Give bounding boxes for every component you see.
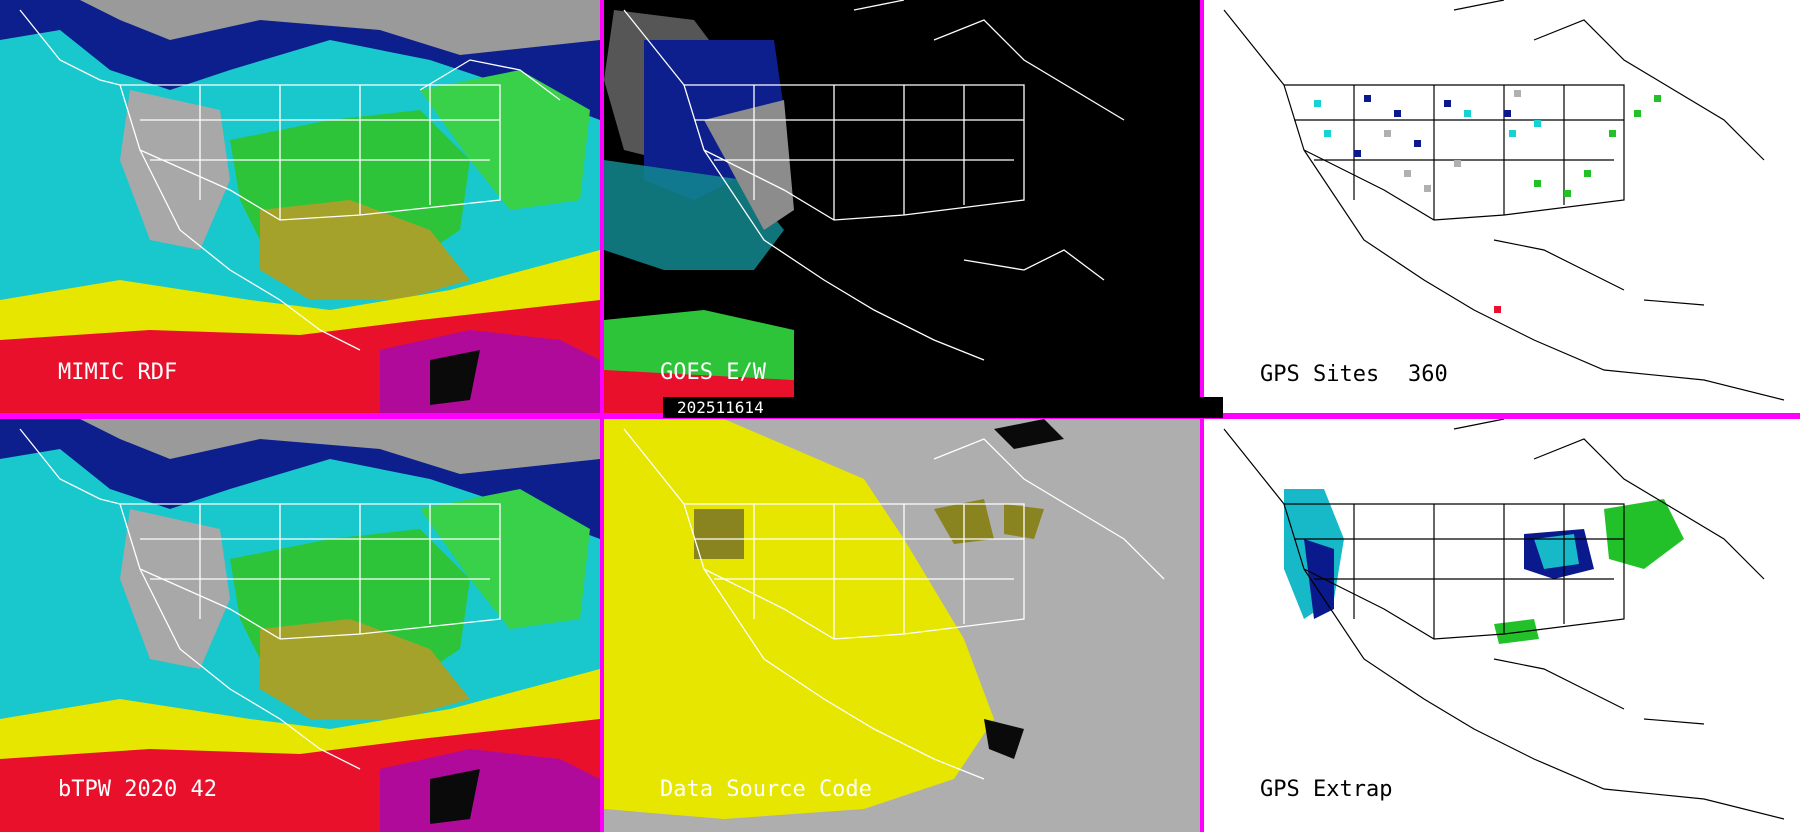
data-source-map — [604, 419, 1200, 832]
mimic-rdf-panel: MIMIC RDF — [0, 0, 600, 413]
goes-ew-map — [604, 0, 1200, 413]
mimic-rdf-label: MIMIC RDF — [58, 360, 178, 385]
data-source-label: Data Source Code — [660, 777, 872, 802]
gps-sites-label: GPS Sites — [1260, 362, 1380, 387]
goes-ew-panel: GOES E/W — [604, 0, 1200, 413]
gps-extrap-panel: GPS Extrap — [1204, 419, 1800, 832]
btpw-label: bTPW 2020 42 — [58, 777, 217, 802]
gps-extrap-map — [1223, 419, 1785, 820]
gps-sites-map — [1223, 0, 1785, 401]
goes-ew-label: GOES E/W — [660, 360, 766, 385]
gps-sites-panel: GPS Sites 360 — [1204, 0, 1800, 413]
timestamp-bar: 202511614 — [663, 397, 1223, 418]
gps-sites-count: 360 — [1408, 362, 1448, 387]
btpw-map — [0, 419, 600, 832]
mimic-rdf-map — [0, 0, 600, 413]
data-source-panel: Data Source Code — [604, 419, 1200, 832]
gps-extrap-label: GPS Extrap — [1260, 777, 1393, 802]
btpw-panel: bTPW 2020 42 — [0, 419, 600, 832]
